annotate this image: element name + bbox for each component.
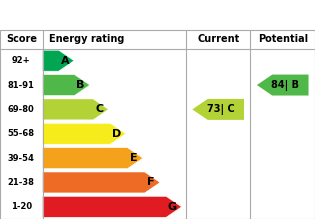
Text: 1-20: 1-20 <box>11 202 32 211</box>
Text: B: B <box>77 80 85 90</box>
Text: Energy rating: Energy rating <box>49 34 124 44</box>
Text: Potential: Potential <box>258 34 308 44</box>
Text: 73| C: 73| C <box>207 104 234 115</box>
Text: 92+: 92+ <box>12 56 31 65</box>
Polygon shape <box>192 99 244 120</box>
Text: 84| B: 84| B <box>271 79 299 90</box>
Polygon shape <box>43 50 74 71</box>
Polygon shape <box>43 74 90 95</box>
Polygon shape <box>257 74 309 95</box>
Text: G: G <box>168 202 177 212</box>
Text: Energy Efficiency Rating: Energy Efficiency Rating <box>5 8 176 21</box>
Text: F: F <box>147 177 155 187</box>
Text: 81-91: 81-91 <box>8 81 35 90</box>
Polygon shape <box>43 172 160 193</box>
Text: C: C <box>95 104 103 114</box>
Polygon shape <box>43 99 108 120</box>
Text: Current: Current <box>197 34 239 44</box>
Text: 55-68: 55-68 <box>8 129 35 138</box>
Text: 21-38: 21-38 <box>8 178 35 187</box>
Polygon shape <box>43 148 143 169</box>
Polygon shape <box>43 123 126 144</box>
Text: Score: Score <box>6 34 37 44</box>
Text: 39-54: 39-54 <box>8 154 35 163</box>
Text: 69-80: 69-80 <box>8 105 35 114</box>
Text: D: D <box>112 129 121 139</box>
Polygon shape <box>43 196 181 217</box>
Text: E: E <box>130 153 137 163</box>
Text: A: A <box>60 56 69 66</box>
